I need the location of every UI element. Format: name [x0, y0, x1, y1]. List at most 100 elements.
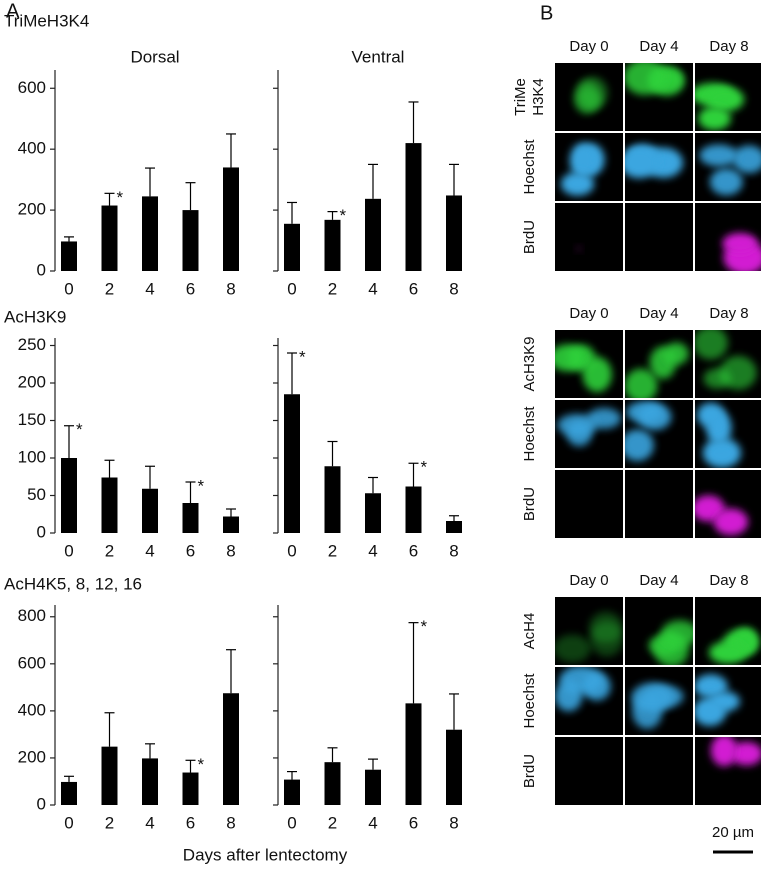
x-tick-label: 0	[64, 279, 73, 298]
bar	[223, 516, 239, 533]
error-bar	[368, 758, 378, 770]
error-bar	[287, 770, 297, 780]
x-tick-label: 6	[409, 813, 418, 832]
row-label: TriMe	[512, 78, 529, 116]
micrograph-cell	[695, 470, 761, 538]
y-tick-label: 0	[37, 522, 46, 541]
x-tick-label: 8	[226, 541, 235, 560]
error-bar	[327, 440, 338, 467]
bar	[405, 703, 422, 805]
nucleus	[730, 741, 761, 766]
x-tick-label: 4	[368, 279, 377, 298]
x-tick-label: 8	[449, 541, 458, 560]
micrograph-cell	[555, 597, 623, 665]
nucleus	[560, 172, 595, 196]
micrograph-cell	[625, 400, 693, 468]
bar	[182, 772, 199, 805]
error-bar	[226, 649, 236, 694]
error-bar	[145, 743, 155, 759]
bar	[61, 241, 77, 271]
micrograph-cell	[555, 737, 623, 805]
x-tick-label: 2	[328, 541, 337, 560]
bar	[142, 758, 158, 805]
cell-background	[555, 470, 623, 538]
nucleus	[557, 413, 598, 437]
error-bar	[449, 163, 459, 196]
day-label: Day 8	[709, 572, 748, 589]
day-label: Day 8	[709, 38, 748, 55]
nucleus	[555, 634, 591, 663]
x-tick-label: 8	[226, 813, 235, 832]
nucleus	[569, 142, 596, 178]
error-bar	[104, 712, 115, 747]
micrograph-cell	[625, 597, 693, 665]
nucleus	[625, 63, 667, 95]
nucleus	[625, 368, 658, 398]
nucleus	[664, 342, 689, 365]
error-bar	[408, 101, 419, 144]
day-label: Day 0	[569, 572, 608, 589]
error-bar	[226, 133, 236, 168]
bar	[405, 486, 422, 533]
x-tick-label: 2	[105, 813, 114, 832]
row-label: Hoechst	[521, 406, 538, 462]
cell-background	[555, 203, 623, 271]
day-label: Day 4	[639, 572, 678, 589]
error-bar	[449, 515, 459, 521]
y-tick-label: 400	[18, 139, 46, 158]
micrograph-cell	[695, 597, 761, 665]
y-tick-label: 800	[18, 606, 46, 625]
error-bar	[368, 163, 378, 199]
bar	[101, 746, 118, 805]
row-label: BrdU	[521, 220, 538, 254]
x-tick-label: 6	[186, 279, 195, 298]
error-bar	[185, 182, 196, 211]
error-bar	[64, 775, 74, 782]
error-bar	[226, 508, 236, 517]
y-tick-label: 200	[18, 747, 46, 766]
nucleus	[695, 330, 728, 360]
x-tick-label: 6	[409, 279, 418, 298]
x-tick-label: 0	[64, 813, 73, 832]
y-tick-label: 400	[18, 700, 46, 719]
micrograph-cell	[625, 737, 693, 805]
y-tick-label: 200	[18, 372, 46, 391]
x-tick-label: 0	[287, 279, 296, 298]
bar	[223, 167, 239, 271]
bar	[223, 693, 239, 805]
error-bar	[287, 201, 297, 224]
bar	[182, 503, 199, 533]
nucleus	[578, 76, 608, 110]
x-tick-label: 2	[328, 813, 337, 832]
bar	[446, 729, 462, 805]
y-tick-label: 250	[18, 335, 46, 354]
nucleus	[661, 620, 693, 647]
nucleus	[722, 232, 758, 254]
bar	[405, 143, 422, 271]
row-label: AcH3K9	[521, 336, 538, 391]
micrograph-cell	[555, 133, 623, 201]
error-bar	[408, 622, 419, 704]
micrograph-cell	[625, 330, 693, 398]
micrograph-cell	[695, 203, 761, 271]
significance-mark: *	[76, 420, 83, 439]
scale-bar-label: 20 µm	[712, 824, 754, 841]
error-bar	[287, 352, 297, 395]
significance-mark: *	[421, 617, 428, 636]
nucleus	[631, 682, 674, 712]
error-bar	[327, 211, 338, 220]
row-label: Hoechst	[521, 673, 538, 729]
micrograph-cell	[625, 63, 693, 131]
nucleus	[703, 368, 731, 389]
nucleus	[555, 680, 583, 712]
row-label: TriMeH3K4	[4, 11, 89, 30]
micrograph-cell	[555, 330, 623, 398]
micrograph-cell	[695, 330, 761, 398]
micrograph-cell	[695, 737, 761, 805]
bar	[284, 779, 300, 805]
error-bar	[145, 465, 155, 489]
row-label: AcH4K5, 8, 12, 16	[4, 574, 142, 593]
bar	[182, 210, 199, 271]
error-bar	[145, 167, 155, 197]
x-tick-label: 0	[287, 813, 296, 832]
